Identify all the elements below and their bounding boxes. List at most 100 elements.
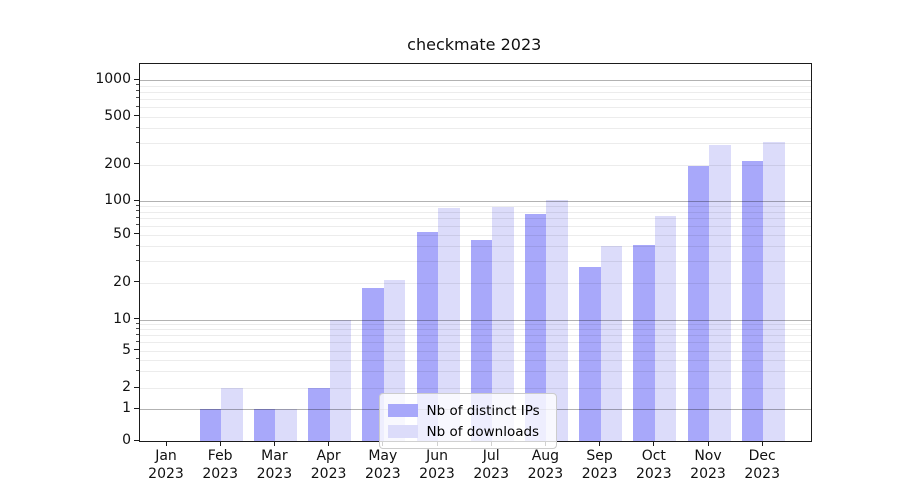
gridline-60 xyxy=(139,225,811,227)
x-tick-label-jul: Jul 2023 xyxy=(473,448,509,482)
x-tickmark-mar xyxy=(273,441,276,446)
x-tick-label-feb: Feb 2023 xyxy=(202,448,238,482)
bar-dec-distinct-ips xyxy=(741,161,764,441)
x-tick-label-aug: Aug 2023 xyxy=(527,448,564,482)
x-tickmark-nov xyxy=(707,441,709,446)
bar-sep-downloads xyxy=(600,246,623,441)
x-tick-label-apr: Apr 2023 xyxy=(310,448,347,482)
gridline-6 xyxy=(139,342,811,344)
bar-aug-distinct-ips xyxy=(524,214,547,441)
y-minor-tickmark-6 xyxy=(136,340,139,342)
x-tickmark-jan xyxy=(165,441,167,446)
y-minor-tickmark-3 xyxy=(136,369,139,371)
x-tickmark-feb xyxy=(219,441,221,446)
gridline-500 xyxy=(139,116,811,118)
gridline-90 xyxy=(139,206,811,208)
x-tick-label-may: May 2023 xyxy=(364,448,401,482)
legend-swatch-downloads xyxy=(387,425,418,438)
legend-swatch-distinct-ips xyxy=(387,404,418,417)
gridline-4 xyxy=(139,359,811,361)
y-minor-tickmark-900 xyxy=(136,84,139,86)
y-tick-label-2: 2 xyxy=(122,379,131,395)
y-minor-tickmark-80 xyxy=(136,210,139,212)
x-tick-label-mar: Mar 2023 xyxy=(256,448,293,482)
y-minor-tickmark-300 xyxy=(136,141,139,143)
gridline-1000 xyxy=(139,80,811,81)
bar-nov-distinct-ips xyxy=(687,165,709,441)
y-tick-label-20: 20 xyxy=(113,273,131,290)
y-tickmark-20 xyxy=(134,281,139,283)
y-minor-tickmark-30 xyxy=(136,259,139,261)
gridline-9 xyxy=(139,324,811,326)
bar-apr-downloads xyxy=(329,319,352,441)
bar-jul-distinct-ips xyxy=(470,240,493,441)
bar-oct-distinct-ips xyxy=(633,244,655,441)
x-tick-label-oct: Oct 2023 xyxy=(635,448,672,482)
gridline-30 xyxy=(139,261,811,263)
gridline-50 xyxy=(139,234,811,236)
legend-item-downloads: Nb of downloads xyxy=(387,421,546,442)
gridline-20 xyxy=(139,282,811,284)
y-minor-tickmark-7 xyxy=(136,333,139,335)
bar-jul-downloads xyxy=(492,206,514,441)
y-tick-label-200: 200 xyxy=(104,155,131,172)
gridline-70 xyxy=(139,218,811,220)
bar-sep-distinct-ips xyxy=(579,266,601,441)
legend-label-downloads: Nb of downloads xyxy=(426,423,540,440)
gridline-80 xyxy=(139,211,811,213)
y-minor-tickmark-600 xyxy=(136,105,139,107)
legend-label-distinct-ips: Nb of distinct IPs xyxy=(426,402,540,419)
y-tickmark-2 xyxy=(134,386,139,388)
y-tick-label-0: 0 xyxy=(122,432,131,448)
y-tickmark-500 xyxy=(134,115,139,117)
legend-item-distinct-ips: Nb of distinct IPs xyxy=(387,400,546,421)
plot-area: Nb of distinct IPs Nb of downloads xyxy=(138,63,812,449)
bar-apr-distinct-ips xyxy=(308,388,330,441)
x-tickmark-oct xyxy=(653,441,655,446)
gridline-200 xyxy=(139,164,811,166)
y-tick-label-50: 50 xyxy=(113,225,131,242)
y-tickmark-1 xyxy=(134,407,139,409)
x-tick-label-sep: Sep 2023 xyxy=(581,448,618,482)
bar-mar-distinct-ips xyxy=(253,409,276,441)
y-tickmark-1000 xyxy=(134,78,139,80)
y-tick-label-5: 5 xyxy=(122,341,131,358)
x-tickmark-apr xyxy=(328,441,330,446)
y-tickmark-100 xyxy=(134,199,139,201)
x-tick-label-nov: Nov 2023 xyxy=(690,448,726,482)
gridline-900 xyxy=(139,85,811,87)
gridline-40 xyxy=(139,246,811,248)
bar-feb-distinct-ips xyxy=(199,409,222,441)
y-tick-label-1: 1 xyxy=(122,400,131,416)
bar-jun-downloads xyxy=(438,207,460,441)
y-minor-tickmark-800 xyxy=(136,90,139,92)
bar-may-distinct-ips xyxy=(362,288,384,441)
y-minor-tickmark-9 xyxy=(136,322,139,324)
y-minor-tickmark-400 xyxy=(136,126,139,128)
x-tickmark-dec xyxy=(761,441,763,446)
y-minor-tickmark-4 xyxy=(136,358,139,360)
gridline-8 xyxy=(139,329,811,331)
x-tick-label-jun: Jun 2023 xyxy=(419,448,455,482)
bar-feb-downloads xyxy=(221,388,243,441)
y-tick-label-1000: 1000 xyxy=(95,71,131,87)
gridline-100 xyxy=(139,201,811,202)
y-tickmark-5 xyxy=(134,349,139,351)
y-tickmark-50 xyxy=(134,233,139,235)
y-minor-tickmark-700 xyxy=(136,97,139,99)
bar-nov-downloads xyxy=(709,144,731,441)
y-minor-tickmark-70 xyxy=(136,216,139,218)
gridline-800 xyxy=(139,91,811,93)
gridline-300 xyxy=(139,143,811,145)
gridline-5 xyxy=(139,350,811,352)
gridline-3 xyxy=(139,371,811,373)
gridline-600 xyxy=(139,107,811,109)
gridline-2 xyxy=(139,388,811,389)
legend: Nb of distinct IPs Nb of downloads xyxy=(378,393,557,449)
gridline-7 xyxy=(139,335,811,337)
bar-jun-distinct-ips xyxy=(416,231,438,441)
bar-mar-downloads xyxy=(275,409,297,441)
y-minor-tickmark-8 xyxy=(136,327,139,329)
y-minor-tickmark-40 xyxy=(136,244,139,246)
